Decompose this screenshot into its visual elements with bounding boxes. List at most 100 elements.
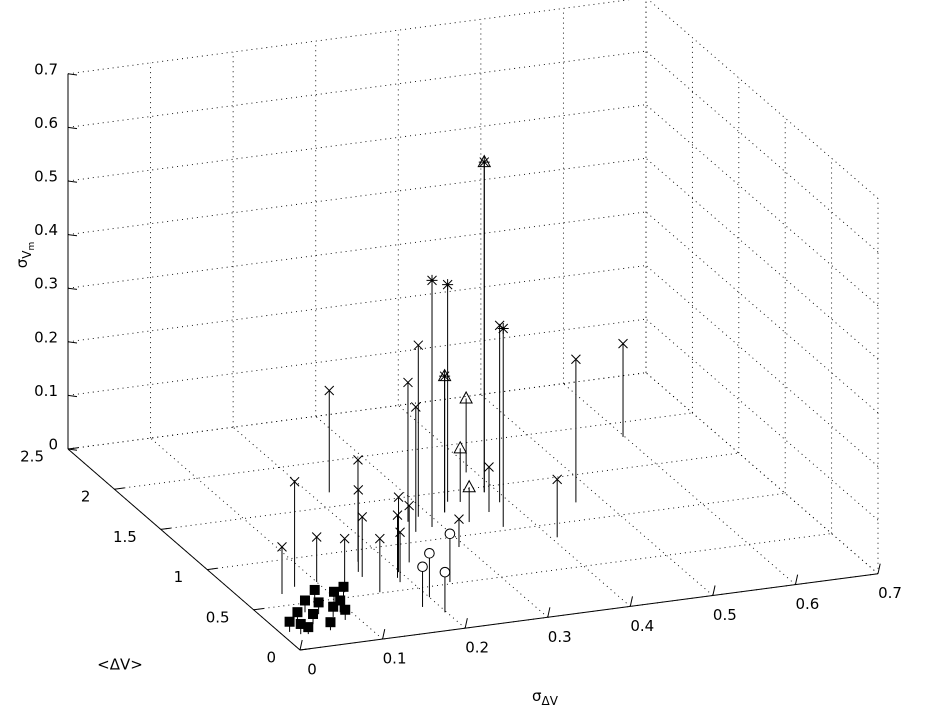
marker-triangle (477, 154, 492, 168)
grid-line (160, 452, 739, 530)
z-tick-label: 0.5 (34, 168, 58, 186)
grid-line (645, 50, 879, 253)
grid-line (645, 157, 879, 360)
y-tick-label: 2 (81, 488, 91, 506)
marker-x (277, 541, 287, 552)
grid-line (67, 104, 647, 182)
grid-line (67, 265, 647, 343)
x-axis (299, 573, 879, 651)
grid-line (645, 318, 879, 521)
x-tick-label: 0.2 (465, 639, 489, 657)
marker-asterisk (442, 279, 454, 291)
grid-line (67, 372, 647, 450)
grid-line (315, 415, 549, 618)
marker-asterisk (497, 322, 509, 334)
z-tick-label: 0 (48, 436, 58, 454)
grid-line (232, 426, 466, 629)
z-label-base: σ (13, 258, 31, 268)
grid-line (645, 211, 879, 414)
marker-square (308, 609, 319, 620)
marker-square (313, 597, 324, 608)
grid-line (648, 0, 879, 199)
marker-x (618, 338, 628, 349)
x-tick (547, 607, 551, 618)
marker-x (392, 510, 403, 520)
marker-x (289, 476, 300, 487)
marker-x (311, 532, 322, 542)
x-tick-label: 0.4 (630, 617, 654, 635)
grid-line (67, 50, 647, 128)
marker-square (329, 586, 340, 597)
marker-x (454, 514, 464, 524)
grid-line (480, 394, 714, 596)
x-tick-label: 0.1 (383, 650, 407, 668)
marker-square (325, 617, 336, 628)
z-tick (67, 394, 78, 398)
marker-triangle (437, 368, 452, 382)
marker-square (335, 595, 346, 606)
grid-line (67, 157, 647, 236)
y-tick-label: 2.5 (20, 448, 44, 466)
marker-x (403, 377, 413, 388)
marker-square (284, 616, 295, 627)
y-axis-label: <ΔV> (97, 656, 143, 674)
z-tick (67, 287, 78, 290)
z-tick (67, 234, 78, 237)
marker-x (324, 385, 335, 396)
grid-line (67, 318, 647, 396)
z-axis-label: σVm (13, 242, 37, 269)
grid-line (397, 405, 631, 607)
x-tick (629, 596, 633, 607)
grid-line (645, 265, 879, 467)
marker-x (410, 402, 421, 412)
y-tick (253, 608, 264, 611)
grid-line (563, 383, 796, 585)
grid-line (67, 0, 631, 75)
marker-x (357, 512, 368, 522)
grid-line (150, 437, 383, 640)
z-tick-label: 0.4 (34, 221, 58, 239)
z-tick-label: 0.2 (34, 328, 58, 346)
z-tick (67, 448, 78, 451)
marker-x (393, 492, 404, 502)
x-tick-label: 0.3 (548, 628, 572, 646)
marker-square (309, 584, 320, 595)
x-tick (877, 563, 881, 574)
grid-line (645, 104, 879, 307)
marker-x (339, 533, 350, 544)
y-tick-label: 0 (266, 649, 276, 667)
marker-circle (417, 561, 428, 573)
z-tick-label: 0.7 (34, 60, 58, 78)
marker-circle (424, 547, 435, 559)
x-tick (382, 628, 386, 640)
grid-line (114, 412, 693, 490)
z-tick (67, 341, 78, 344)
marker-x (374, 533, 385, 544)
marker-x (353, 485, 364, 495)
y-tick-label: 1 (174, 568, 184, 586)
z-tick-label: 0.3 (34, 275, 58, 293)
marker-x (413, 340, 424, 351)
z-tick (67, 73, 78, 76)
x-tick (464, 618, 468, 629)
z-tick-label: 0.1 (34, 382, 58, 400)
y-tick (160, 527, 171, 530)
grid-line (67, 211, 647, 289)
y-tick (299, 648, 311, 651)
y-tick (114, 487, 125, 490)
x-label-base: σ (532, 687, 542, 705)
z-tick-label: 0.6 (34, 114, 58, 132)
x-tick-label: 0 (307, 661, 317, 679)
marker-square (299, 595, 310, 606)
marker-x (571, 354, 581, 365)
x-tick-label: 0.5 (713, 606, 737, 624)
grid-line (253, 533, 832, 611)
marker-circle (444, 528, 456, 540)
z-tick (67, 126, 78, 130)
marker-triangle (462, 479, 477, 493)
x-label-sub: ΔV (542, 694, 559, 708)
x-tick-label: 0.7 (878, 584, 902, 602)
x-tick (712, 585, 716, 596)
z-label-subsub: m (27, 242, 37, 251)
